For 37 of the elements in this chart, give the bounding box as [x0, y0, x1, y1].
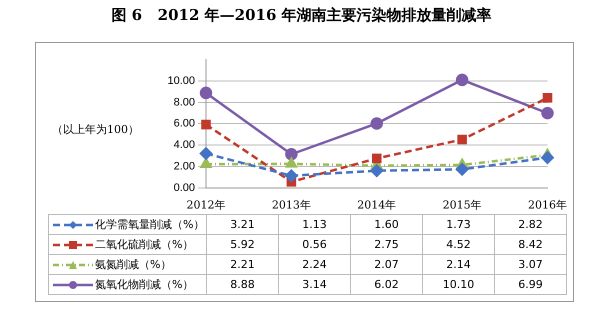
- x-tick-label: 2016年: [528, 198, 568, 212]
- legend-label: 二氧化硫削减（%）: [95, 238, 194, 251]
- legend-label: 氨氮削减（%）: [95, 258, 172, 271]
- x-tick-label: 2013年: [272, 198, 311, 212]
- data-label: 3.14: [278, 274, 350, 294]
- data-label: 4.52: [422, 234, 494, 254]
- legend-label: 化学需氧量削减（%）: [95, 218, 204, 231]
- legend-label: 氮氧化物削减（%）: [95, 278, 194, 291]
- data-label: 2.21: [206, 254, 278, 274]
- x-tick-label: 2012年: [186, 198, 226, 212]
- data-label: 2.14: [422, 254, 494, 274]
- data-label: 1.60: [350, 214, 422, 234]
- data-label: 8.42: [494, 234, 566, 254]
- data-label: 2.82: [494, 214, 566, 234]
- data-label: 2.75: [350, 234, 422, 254]
- y-tick-label: 0.00: [174, 182, 195, 194]
- data-label: 6.99: [494, 274, 566, 294]
- data-label: 1.73: [422, 214, 494, 234]
- data-label: 2.24: [278, 254, 350, 274]
- y-tick-label: 2.00: [174, 160, 195, 172]
- y-tick-label: 8.00: [174, 96, 195, 108]
- data-label: 3.07: [494, 254, 566, 274]
- data-label: 0.56: [278, 234, 350, 254]
- data-label: 2.07: [350, 254, 422, 274]
- chart-title: 图 6 2012 年—2016 年湖南主要污染物排放量削减率: [110, 6, 493, 25]
- data-label: 5.92: [206, 234, 278, 254]
- y-tick-label: 6.00: [174, 118, 195, 130]
- x-tick-label: 2015年: [442, 198, 482, 212]
- data-label: 10.10: [422, 274, 494, 294]
- data-label: 8.88: [206, 274, 278, 294]
- data-label: 3.21: [206, 214, 278, 234]
- y-tick-label: 4.00: [174, 139, 195, 152]
- data-label: 1.13: [278, 214, 350, 234]
- x-tick-label: 2014年: [357, 198, 396, 212]
- y-tick-label: 10.00: [167, 75, 195, 87]
- y-axis-title: （以上年为100）: [52, 122, 139, 137]
- data-label: 6.02: [350, 274, 422, 294]
